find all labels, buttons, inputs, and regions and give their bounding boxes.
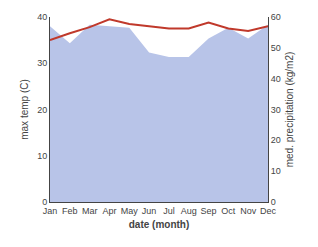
svg-text:0: 0: [271, 197, 276, 207]
svg-text:Jun: Jun: [142, 206, 157, 216]
svg-text:40: 40: [37, 12, 47, 22]
svg-text:0: 0: [42, 197, 47, 207]
svg-text:50: 50: [271, 43, 281, 53]
svg-text:Feb: Feb: [62, 206, 78, 216]
svg-text:10: 10: [37, 151, 47, 161]
svg-text:date (month): date (month): [129, 219, 190, 230]
svg-text:max temp (C): max temp (C): [19, 79, 30, 140]
svg-text:Jan: Jan: [43, 206, 58, 216]
svg-text:10: 10: [271, 166, 281, 176]
svg-text:30: 30: [271, 105, 281, 115]
svg-text:Nov: Nov: [240, 206, 257, 216]
svg-text:Oct: Oct: [221, 206, 236, 216]
svg-text:Apr: Apr: [102, 206, 116, 216]
svg-text:60: 60: [271, 12, 281, 22]
svg-text:May: May: [121, 206, 139, 216]
svg-text:20: 20: [271, 135, 281, 145]
svg-text:40: 40: [271, 74, 281, 84]
svg-text:30: 30: [37, 58, 47, 68]
svg-text:med. precipitation (kg/m2): med. precipitation (kg/m2): [284, 52, 295, 168]
svg-text:Mar: Mar: [82, 206, 98, 216]
svg-text:Jul: Jul: [163, 206, 175, 216]
svg-text:Sep: Sep: [201, 206, 217, 216]
svg-text:Aug: Aug: [181, 206, 197, 216]
svg-text:Dec: Dec: [260, 206, 277, 216]
svg-text:20: 20: [37, 105, 47, 115]
